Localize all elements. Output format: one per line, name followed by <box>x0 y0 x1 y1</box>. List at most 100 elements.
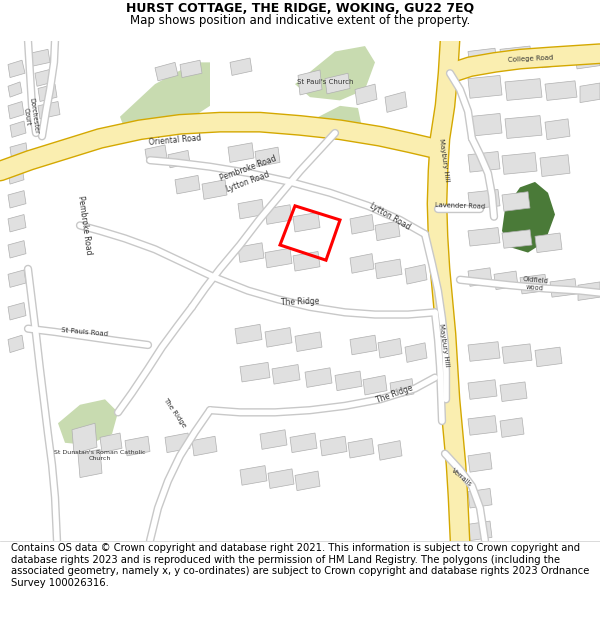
Polygon shape <box>72 423 97 454</box>
Polygon shape <box>363 376 387 395</box>
Polygon shape <box>155 62 178 81</box>
Polygon shape <box>202 180 227 199</box>
Polygon shape <box>100 433 122 452</box>
Text: The Ridge: The Ridge <box>376 383 415 405</box>
Polygon shape <box>502 344 532 364</box>
Polygon shape <box>355 84 377 105</box>
Text: HURST COTTAGE, THE RIDGE, WOKING, GU22 7EQ: HURST COTTAGE, THE RIDGE, WOKING, GU22 7… <box>126 2 474 15</box>
Polygon shape <box>350 254 374 273</box>
Polygon shape <box>468 76 502 98</box>
Polygon shape <box>468 268 492 286</box>
Text: Pembroke Road: Pembroke Road <box>218 154 277 183</box>
Polygon shape <box>295 46 375 101</box>
Polygon shape <box>10 121 26 138</box>
Polygon shape <box>545 119 570 139</box>
Polygon shape <box>308 106 362 139</box>
Text: Lytton Road: Lytton Road <box>225 170 271 194</box>
Polygon shape <box>8 335 24 352</box>
Polygon shape <box>378 339 402 358</box>
Polygon shape <box>468 151 500 172</box>
Polygon shape <box>8 167 24 184</box>
Polygon shape <box>578 282 600 301</box>
Polygon shape <box>468 380 497 399</box>
Polygon shape <box>235 324 262 344</box>
Text: Verralls: Verralls <box>451 468 473 488</box>
Text: The Ridge: The Ridge <box>281 296 319 307</box>
Polygon shape <box>468 228 500 246</box>
Polygon shape <box>295 471 320 491</box>
Polygon shape <box>502 192 530 211</box>
Polygon shape <box>500 46 532 66</box>
Text: Pembroke Road: Pembroke Road <box>76 196 94 256</box>
Polygon shape <box>550 279 577 297</box>
Text: St Dunstan's Roman Catholic
Church: St Dunstan's Roman Catholic Church <box>54 451 146 461</box>
Polygon shape <box>335 371 362 391</box>
Polygon shape <box>385 92 407 112</box>
Polygon shape <box>502 152 537 174</box>
Text: St Paul's Church: St Paul's Church <box>297 79 353 85</box>
Polygon shape <box>192 436 217 456</box>
Polygon shape <box>350 335 377 355</box>
Polygon shape <box>238 199 264 219</box>
Polygon shape <box>575 51 600 69</box>
Polygon shape <box>240 466 267 485</box>
Polygon shape <box>350 214 374 234</box>
Polygon shape <box>8 270 26 288</box>
Polygon shape <box>180 60 202 78</box>
Polygon shape <box>165 433 190 452</box>
Text: Lavender Road: Lavender Road <box>435 202 485 210</box>
Polygon shape <box>405 342 427 362</box>
Polygon shape <box>375 221 400 241</box>
Text: Oriental Road: Oriental Road <box>148 134 202 148</box>
Polygon shape <box>8 60 25 78</box>
Text: Oldfield
wood: Oldfield wood <box>521 276 548 292</box>
Polygon shape <box>265 328 292 347</box>
Text: St Pauls Road: St Pauls Road <box>61 327 109 337</box>
Polygon shape <box>38 101 60 119</box>
Polygon shape <box>125 436 150 456</box>
Polygon shape <box>265 248 292 268</box>
Polygon shape <box>325 73 350 94</box>
Polygon shape <box>378 441 402 460</box>
Text: Lytton Road: Lytton Road <box>368 201 412 232</box>
Polygon shape <box>120 62 210 139</box>
Polygon shape <box>298 70 322 95</box>
Polygon shape <box>8 214 26 232</box>
Text: Dorchester
Court: Dorchester Court <box>21 98 39 136</box>
Polygon shape <box>500 382 527 401</box>
Polygon shape <box>468 114 502 136</box>
Polygon shape <box>540 155 570 176</box>
Polygon shape <box>272 364 300 384</box>
Polygon shape <box>580 83 600 102</box>
Polygon shape <box>520 274 547 294</box>
Polygon shape <box>28 49 50 67</box>
Text: Contains OS data © Crown copyright and database right 2021. This information is : Contains OS data © Crown copyright and d… <box>11 543 589 588</box>
Polygon shape <box>240 362 270 382</box>
Polygon shape <box>320 436 347 456</box>
Polygon shape <box>268 469 294 489</box>
Polygon shape <box>293 213 320 232</box>
Polygon shape <box>348 439 374 458</box>
Polygon shape <box>502 230 532 248</box>
Polygon shape <box>295 332 322 351</box>
Polygon shape <box>505 79 542 101</box>
Text: Map shows position and indicative extent of the property.: Map shows position and indicative extent… <box>130 14 470 27</box>
Polygon shape <box>502 182 555 253</box>
Polygon shape <box>468 521 492 541</box>
Polygon shape <box>260 430 287 449</box>
Polygon shape <box>305 368 332 388</box>
Polygon shape <box>494 271 518 289</box>
Polygon shape <box>228 142 254 162</box>
Polygon shape <box>293 251 320 271</box>
Polygon shape <box>230 58 252 76</box>
Polygon shape <box>405 264 427 284</box>
Polygon shape <box>78 449 102 478</box>
Polygon shape <box>468 48 497 68</box>
Polygon shape <box>8 82 22 97</box>
Polygon shape <box>8 241 26 258</box>
Polygon shape <box>390 379 414 398</box>
Polygon shape <box>500 418 524 437</box>
Polygon shape <box>468 489 492 508</box>
Polygon shape <box>540 48 570 68</box>
Polygon shape <box>255 147 280 167</box>
